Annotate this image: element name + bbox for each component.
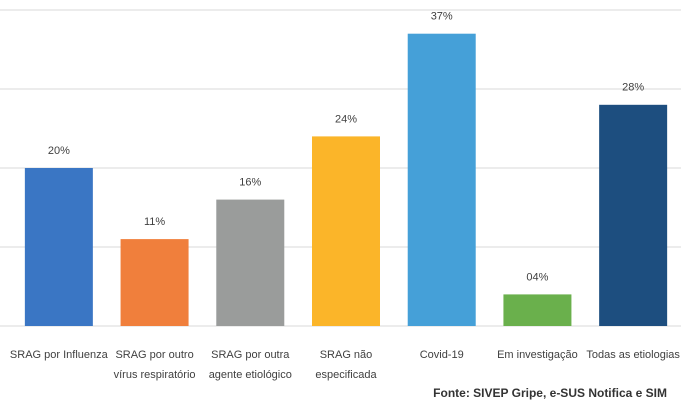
bar (503, 294, 572, 326)
value-label: 04% (526, 271, 548, 283)
value-label: 20% (48, 145, 70, 157)
value-label: 24% (335, 113, 357, 125)
bar (312, 136, 380, 326)
bar (120, 239, 189, 326)
source-note: Fonte: SIVEP Gripe, e-SUS Notifica e SIM (433, 386, 667, 400)
value-label: 28% (622, 82, 644, 94)
x-tick-label: Covid-19 (420, 349, 464, 361)
x-tick-label: especificada (315, 369, 377, 381)
x-tick-label: agente etiológico (209, 369, 292, 381)
x-tick-label: Todas as etiologias (586, 349, 680, 361)
bar (216, 199, 285, 326)
bar (599, 104, 668, 326)
value-label: 37% (431, 11, 453, 23)
x-tick-label: SRAG por outra (211, 349, 290, 361)
x-tick-label: vírus respiratório (114, 369, 196, 381)
value-label: 16% (239, 177, 261, 189)
bar (24, 168, 93, 326)
value-label: 11% (144, 216, 165, 228)
x-tick-label: SRAG por Influenza (10, 349, 109, 361)
x-tick-label: SRAG por outro (115, 349, 193, 361)
x-tick-label: Em investigação (497, 349, 578, 361)
bar (407, 33, 476, 326)
x-tick-label: SRAG não (320, 349, 373, 361)
